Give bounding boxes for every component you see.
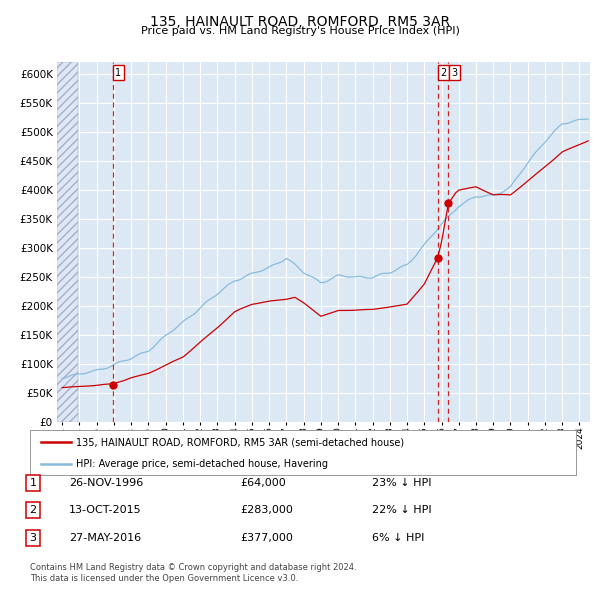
Text: Contains HM Land Registry data © Crown copyright and database right 2024.: Contains HM Land Registry data © Crown c… [30, 563, 356, 572]
Text: 2: 2 [440, 68, 446, 78]
Text: 2: 2 [29, 506, 37, 515]
Text: 1: 1 [115, 68, 121, 78]
Text: 3: 3 [451, 68, 457, 78]
Text: 3: 3 [29, 533, 37, 543]
Text: 22% ↓ HPI: 22% ↓ HPI [372, 506, 431, 515]
Text: 135, HAINAULT ROAD, ROMFORD, RM5 3AR: 135, HAINAULT ROAD, ROMFORD, RM5 3AR [150, 15, 450, 29]
Text: £283,000: £283,000 [240, 506, 293, 515]
Text: HPI: Average price, semi-detached house, Havering: HPI: Average price, semi-detached house,… [76, 458, 328, 468]
Text: 23% ↓ HPI: 23% ↓ HPI [372, 478, 431, 487]
Text: Price paid vs. HM Land Registry's House Price Index (HPI): Price paid vs. HM Land Registry's House … [140, 26, 460, 36]
Text: This data is licensed under the Open Government Licence v3.0.: This data is licensed under the Open Gov… [30, 574, 298, 583]
Text: 13-OCT-2015: 13-OCT-2015 [69, 506, 142, 515]
Text: 135, HAINAULT ROAD, ROMFORD, RM5 3AR (semi-detached house): 135, HAINAULT ROAD, ROMFORD, RM5 3AR (se… [76, 437, 404, 447]
Text: 1: 1 [29, 478, 37, 487]
Text: £377,000: £377,000 [240, 533, 293, 543]
Text: 27-MAY-2016: 27-MAY-2016 [69, 533, 141, 543]
Text: 6% ↓ HPI: 6% ↓ HPI [372, 533, 424, 543]
Text: 26-NOV-1996: 26-NOV-1996 [69, 478, 143, 487]
Text: £64,000: £64,000 [240, 478, 286, 487]
